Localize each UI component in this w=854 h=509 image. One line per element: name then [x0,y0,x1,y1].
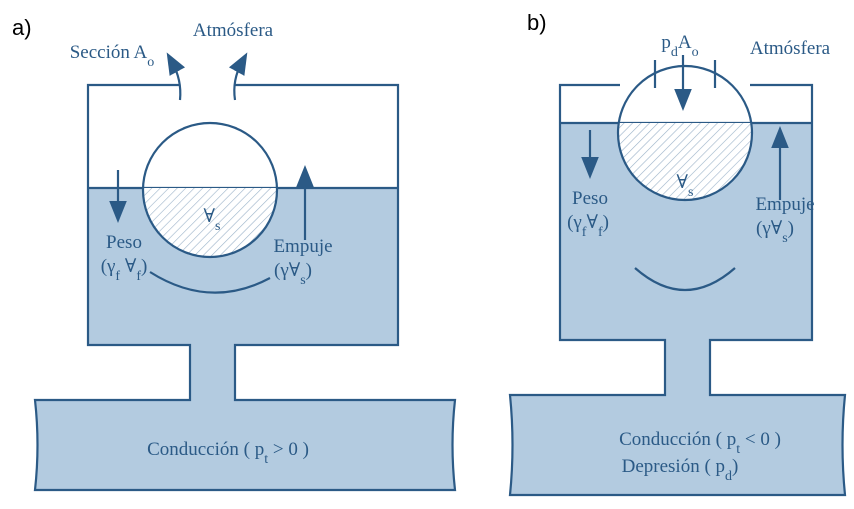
panel-label: a) [12,15,32,40]
subscript: s [688,185,693,200]
weight-formula: (γf ∀f) [101,256,148,284]
subscript: d [725,469,732,484]
text-part: Conducción ( p [147,439,264,460]
buoyancy-formula: (γ∀s) [756,218,794,246]
text-part: (γ∀ [756,218,783,239]
float-ball [141,121,279,259]
volume-label: ∀s [204,206,221,234]
pipe-label: Conducción ( pt > 0 ) [147,439,309,467]
panel-b [508,55,847,497]
float-ball [616,64,754,202]
text-part: > 0 ) [268,439,309,460]
weight-label: Peso [106,232,142,253]
subscript: f [115,269,120,284]
text-part: ∀ [586,212,598,233]
subscript: o [692,45,699,60]
text-part: p [661,32,671,53]
text-part: ) [306,260,312,281]
atmosphere-label: Atmósfera [193,20,274,41]
weight-label: Peso [572,188,608,209]
subscript: s [300,273,305,288]
text-part: ) [788,218,794,239]
text-part: < 0 ) [740,429,781,450]
subscript: f [136,269,141,284]
text-part: ) [141,256,147,277]
buoyancy-formula: (γ∀s) [274,260,312,288]
text-part: Sección A [70,42,148,63]
text-part: (γ∀ [274,260,301,281]
text-part: A [678,32,692,53]
atmosphere-label: Atmósfera [750,38,831,59]
weight-formula: (γf∀f) [567,212,609,240]
text-part: (γ [567,212,582,233]
buoyancy-label: Empuje [755,194,814,215]
text-part: ) [603,212,609,233]
text-part: ) [732,456,738,477]
section-label: Sección Ao [70,42,155,70]
subscript: d [671,45,678,60]
panel-label: b) [527,10,547,35]
text-part: ∀ [204,206,216,227]
text-part: ∀ [677,172,689,193]
subscript: t [264,452,268,467]
pipe-label: Conducción ( pt < 0 ) [619,429,781,457]
volume-label: ∀s [677,172,694,200]
subscript: f [598,225,603,240]
section-label: pdAo [661,32,698,60]
subscript: s [215,219,220,234]
text-part: (γ [101,256,116,277]
text-part: Depresión ( p [622,456,725,477]
subscript: t [736,442,740,457]
subscript: s [782,231,787,246]
panel-a [33,52,457,492]
subscript: f [582,225,587,240]
text-part: ∀ [120,256,137,277]
pipe-label: Depresión ( pd) [622,456,739,484]
subscript: o [147,55,154,70]
text-part: Conducción ( p [619,429,736,450]
buoyancy-label: Empuje [273,236,332,257]
